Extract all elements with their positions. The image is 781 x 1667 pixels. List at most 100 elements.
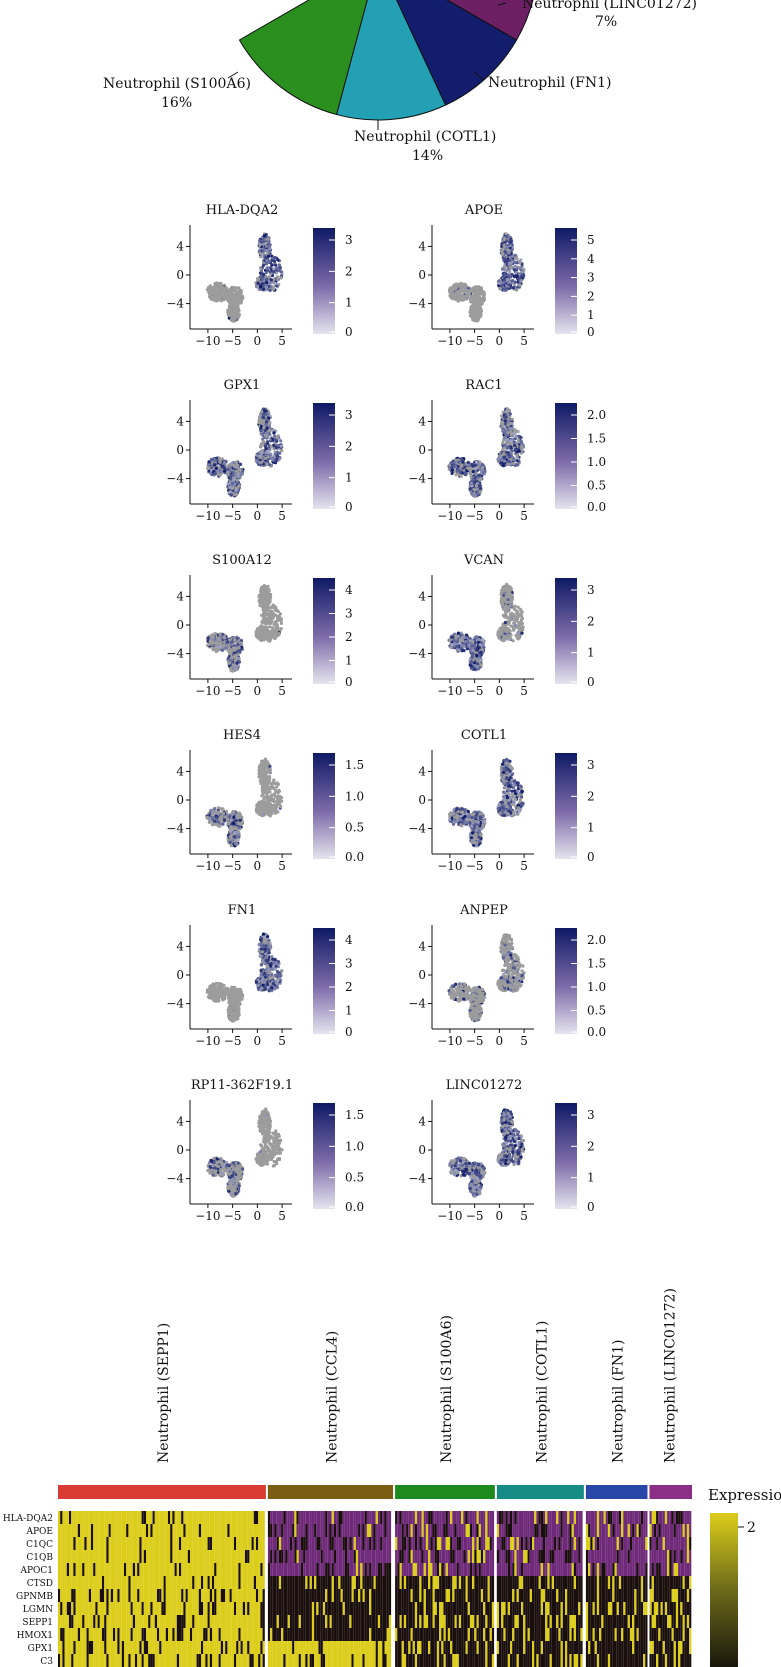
umap-cell-point [268, 625, 272, 629]
umap-cell-point [479, 471, 483, 475]
umap-points [205, 584, 283, 673]
pie-label-linc: Neutrophil (LINC01272) [522, 0, 697, 12]
umap-cell-point [512, 428, 516, 432]
umap-x-tick-label: 5 [278, 509, 286, 523]
umap-cell-point [274, 605, 278, 609]
umap-cell-point [504, 287, 508, 291]
umap-cell-point [235, 294, 239, 298]
umap-x-tick-label: 5 [520, 334, 528, 348]
umap-cell-point [256, 636, 261, 640]
umap-colorbar-label: 2.0 [587, 408, 606, 422]
umap-cell-point [267, 416, 271, 420]
umap-cell-point [461, 282, 465, 286]
umap-cell-point [265, 462, 269, 466]
umap-cell-point [237, 301, 241, 305]
umap-y-tick-label: −4 [166, 472, 184, 486]
umap-cell-point [216, 282, 220, 286]
umap-cell-point [477, 303, 482, 307]
umap-cell-point [264, 422, 268, 426]
umap-cell-point [502, 436, 506, 440]
pie-pct-cotl1: 14% [412, 148, 443, 164]
umap-cell-point [226, 471, 230, 475]
umap-cell-point [256, 276, 260, 280]
umap-y-tick-label: −4 [166, 647, 184, 661]
umap-cell-point [507, 442, 511, 446]
umap-cell-point [466, 460, 470, 465]
umap-cell-point [221, 648, 225, 652]
umap-colorbar-label: 3 [345, 233, 353, 247]
umap-cell-point [222, 461, 227, 465]
umap-cell-point [513, 260, 517, 264]
umap-cell-point [219, 645, 223, 649]
umap-cell-point [506, 251, 510, 255]
umap-cell-point [230, 291, 234, 296]
umap-cell-point [257, 249, 261, 253]
umap-cell-point [258, 239, 262, 243]
umap-cell-point [214, 640, 218, 644]
umap-cell-point [470, 307, 474, 312]
umap-cell-point [205, 288, 209, 292]
umap-cell-point [473, 288, 477, 292]
umap-cell-point [271, 437, 275, 442]
umap-cell-point [277, 631, 281, 636]
umap-cell-point [468, 487, 472, 491]
umap-cell-point [260, 254, 264, 259]
umap-cell-point [265, 278, 269, 282]
umap-cell-point [234, 469, 238, 473]
umap-cell-point [508, 275, 513, 279]
umap-colorbar-label: 0 [587, 325, 595, 339]
umap-cell-point [236, 649, 241, 653]
umap-cell-point [210, 458, 214, 462]
umap-cell-point [225, 292, 229, 297]
umap-colorbar-label: 1 [345, 471, 353, 485]
umap-cell-point [477, 289, 481, 293]
umap-cell-point [261, 249, 265, 253]
umap-cell-point [475, 303, 479, 307]
umap-cell-point [514, 434, 518, 438]
umap-cell-point [480, 290, 484, 295]
umap-x-tick-label: −10 [195, 684, 220, 698]
umap-cell-point [508, 462, 512, 467]
umap-cell-point [455, 293, 459, 297]
umap-cell-point [262, 426, 266, 430]
umap-cell-point [266, 638, 270, 642]
umap-cell-point [506, 273, 510, 277]
umap-cell-point [507, 415, 511, 419]
umap-cell-point [482, 298, 486, 302]
umap-cell-point [213, 463, 217, 467]
umap-cell-point [467, 293, 472, 297]
umap-cell-point [269, 452, 273, 456]
umap-cell-point [268, 615, 272, 619]
umap-cell-point [503, 273, 507, 277]
umap-cell-point [235, 661, 239, 665]
umap-cell-point [221, 644, 225, 648]
umap-cell-point [262, 287, 266, 291]
umap-cell-point [263, 429, 267, 433]
umap-cell-point [506, 281, 511, 285]
umap-cell-point [507, 270, 512, 274]
umap-cell-point [503, 419, 507, 423]
umap-cell-point [271, 616, 275, 620]
umap-cell-point [257, 630, 261, 635]
umap-x-tick-label: −5 [224, 509, 242, 523]
umap-cell-point [461, 466, 465, 470]
pie-leader-fn1 [473, 71, 485, 81]
umap-cell-point [266, 599, 270, 603]
umap-cell-point [212, 644, 216, 648]
umap-cell-point [503, 425, 507, 429]
umap-cell-point [260, 282, 264, 286]
umap-cell-point [213, 638, 217, 642]
umap-feature-plots: HLA-DQA2 4 0 −4 −10 −5 0 5 3 2 1 0 APOE 4 0 −4 −10 −5 0 5 5 4… [0, 200, 781, 1270]
umap-cell-point [456, 468, 460, 472]
umap-cell-point [272, 431, 276, 435]
umap-cell-point [499, 280, 503, 284]
umap-cell-point [222, 635, 226, 639]
umap-colorbar [555, 228, 577, 334]
umap-cell-point [279, 439, 283, 443]
umap-cell-point [450, 293, 454, 297]
umap-cell-point [237, 312, 241, 317]
umap-cell-point [272, 631, 277, 635]
umap-cell-point [265, 633, 269, 637]
